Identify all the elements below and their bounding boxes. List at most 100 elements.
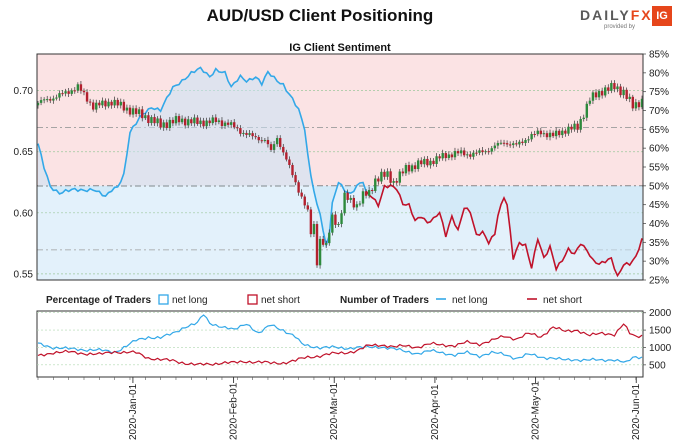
candle-body bbox=[196, 117, 199, 125]
candle-body bbox=[401, 171, 405, 174]
x-axis-label: 2020-Jan-01 bbox=[128, 383, 139, 440]
legend-count-short-label: net short bbox=[543, 295, 582, 306]
candle-body bbox=[349, 197, 352, 200]
candle-body bbox=[156, 118, 159, 124]
candle-body bbox=[591, 92, 595, 101]
logo-wordmark: DAILYFX bbox=[580, 7, 653, 23]
candle-body bbox=[226, 122, 230, 125]
candle-body bbox=[536, 130, 539, 135]
candle-body bbox=[337, 223, 340, 225]
candle-body bbox=[113, 99, 116, 106]
candle-body bbox=[248, 133, 251, 135]
candle-body bbox=[588, 100, 592, 104]
legend-net-long-label: net long bbox=[172, 295, 208, 306]
candle-body bbox=[573, 123, 576, 130]
candle-body bbox=[165, 122, 168, 128]
count-plot-frame bbox=[36, 310, 644, 378]
candle-body bbox=[404, 165, 408, 174]
candle-body bbox=[61, 93, 64, 95]
candle-body bbox=[542, 133, 546, 135]
count-tick-label: 1000 bbox=[649, 343, 672, 354]
candle-body bbox=[634, 102, 638, 109]
candle-body bbox=[447, 154, 451, 159]
ig-badge: IG bbox=[652, 6, 672, 26]
candle-body bbox=[420, 160, 423, 165]
candle-body bbox=[312, 224, 316, 235]
candle-body bbox=[67, 91, 70, 94]
count-tick-label: 2000 bbox=[649, 308, 672, 319]
candle-body bbox=[291, 164, 294, 176]
candle-body bbox=[177, 116, 181, 123]
candle-body bbox=[73, 90, 76, 92]
candle-body bbox=[42, 99, 46, 101]
candle-body bbox=[193, 117, 196, 124]
candle-body bbox=[435, 156, 438, 164]
left-axis-tick-label: 0.65 bbox=[14, 147, 34, 158]
candle-body bbox=[263, 139, 267, 141]
candle-body bbox=[98, 102, 101, 106]
x-axis-label: 2020-Mar-01 bbox=[329, 382, 340, 440]
candle-body bbox=[395, 181, 398, 183]
candle-body bbox=[416, 160, 420, 170]
candle-body bbox=[288, 159, 291, 165]
candle-body bbox=[70, 90, 73, 94]
candle-body bbox=[331, 214, 334, 233]
candle-body bbox=[101, 100, 104, 106]
candle-body bbox=[88, 101, 92, 103]
candle-body bbox=[58, 93, 61, 98]
candle-body bbox=[202, 120, 205, 127]
x-axis-label: 2020-May-01 bbox=[531, 381, 542, 440]
candle-body bbox=[306, 205, 310, 210]
candle-body bbox=[325, 243, 328, 245]
candle-body bbox=[521, 141, 524, 143]
candle-body bbox=[380, 171, 383, 182]
candle-body bbox=[187, 119, 190, 126]
legend-percentage-label: Percentage of Traders bbox=[46, 295, 151, 306]
candle-body bbox=[456, 151, 460, 154]
candle-body bbox=[104, 100, 107, 107]
candle-body bbox=[346, 192, 349, 200]
candle-body bbox=[508, 144, 512, 146]
candle-body bbox=[153, 117, 156, 124]
candle-body bbox=[582, 117, 585, 120]
subchart-title: IG Client Sentiment bbox=[289, 42, 391, 54]
right-axis-tick-label: 75% bbox=[649, 87, 669, 98]
candle-body bbox=[352, 197, 355, 208]
candle-body bbox=[469, 154, 472, 157]
candle-body bbox=[303, 196, 306, 206]
candle-body bbox=[466, 154, 469, 156]
candle-body bbox=[413, 165, 417, 170]
dailyfx-logo: DAILYFX provided by IG bbox=[580, 4, 672, 34]
right-axis-tick-label: 40% bbox=[649, 219, 669, 230]
candle-body bbox=[128, 107, 132, 115]
candle-body bbox=[294, 175, 297, 183]
candle-body bbox=[423, 158, 426, 165]
candle-body bbox=[512, 143, 515, 146]
candle-body bbox=[438, 156, 441, 159]
candle-body bbox=[558, 130, 561, 136]
candle-body bbox=[150, 117, 153, 124]
candle-body bbox=[116, 99, 119, 106]
candle-body bbox=[279, 138, 282, 147]
candle-body bbox=[524, 140, 527, 143]
candle-body bbox=[481, 150, 484, 153]
candle-body bbox=[518, 141, 521, 145]
candle-body bbox=[459, 150, 463, 154]
candle-body bbox=[502, 142, 506, 144]
candle-body bbox=[82, 90, 86, 93]
left-axis-tick-label: 0.55 bbox=[14, 269, 34, 280]
candle-body bbox=[597, 91, 601, 98]
candle-body bbox=[410, 165, 414, 172]
legend-number-label: Number of Traders bbox=[340, 295, 429, 306]
right-axis-tick-label: 50% bbox=[649, 181, 669, 192]
left-axis-tick-label: 0.70 bbox=[14, 86, 34, 97]
candle-body bbox=[527, 139, 530, 141]
candle-body bbox=[429, 160, 432, 166]
candle-body bbox=[548, 132, 552, 138]
candle-body bbox=[220, 120, 224, 127]
candle-body bbox=[205, 120, 208, 127]
candle-body bbox=[392, 181, 395, 183]
candle-body bbox=[300, 192, 303, 197]
legend-net-short-label: net short bbox=[261, 295, 300, 306]
